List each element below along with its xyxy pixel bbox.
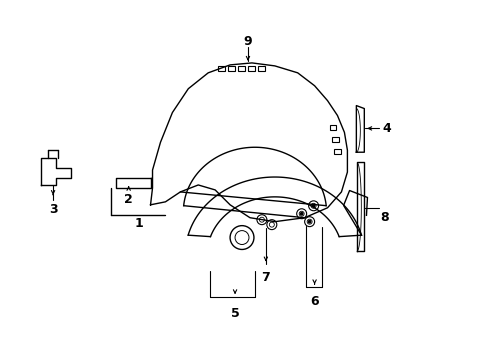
Text: 7: 7 xyxy=(261,271,270,284)
Bar xyxy=(238,66,244,71)
Bar xyxy=(332,137,339,142)
Circle shape xyxy=(312,204,314,207)
Circle shape xyxy=(308,220,310,223)
Bar xyxy=(334,149,341,154)
Circle shape xyxy=(300,212,302,215)
Bar xyxy=(218,66,224,71)
Text: 1: 1 xyxy=(134,217,142,230)
Text: 9: 9 xyxy=(243,35,252,48)
Text: 2: 2 xyxy=(124,193,133,206)
Text: 4: 4 xyxy=(382,122,391,135)
Bar xyxy=(227,66,235,71)
Bar xyxy=(247,66,254,71)
Bar xyxy=(257,66,264,71)
Text: 6: 6 xyxy=(310,294,318,307)
Text: 3: 3 xyxy=(49,203,57,216)
Text: 5: 5 xyxy=(230,307,239,320)
Bar xyxy=(329,125,336,130)
Text: 8: 8 xyxy=(379,211,388,224)
